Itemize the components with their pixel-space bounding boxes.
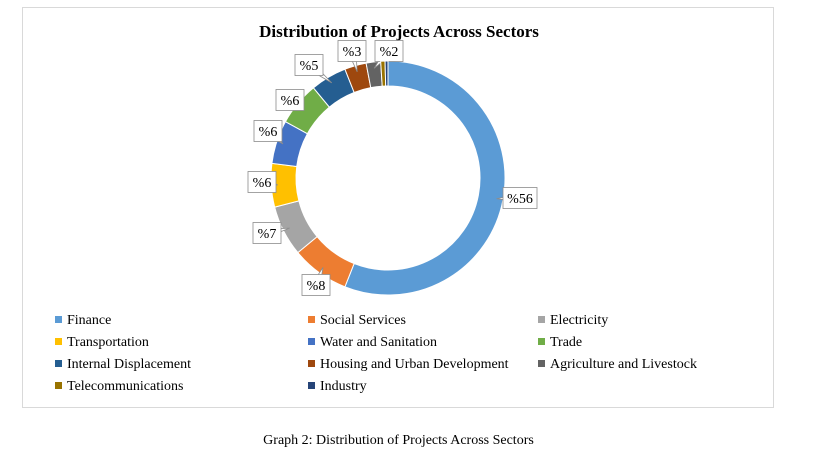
data-label-agriculture-and-livestock: %2: [380, 45, 399, 60]
legend-label: Housing and Urban Development: [320, 357, 509, 372]
legend-item-telecommunications: Telecommunications: [55, 378, 183, 396]
callout-fill-transportation: [248, 172, 276, 192]
data-label-social-services: %8: [307, 279, 326, 294]
legend-item-internal-displacement: Internal Displacement: [55, 356, 191, 374]
legend-swatch: [55, 360, 62, 367]
legend-swatch: [55, 338, 62, 345]
callout-fill-housing-and-urban-development: [338, 41, 366, 61]
callout-fill-electricity: [253, 223, 281, 243]
legend-item-social-services: Social Services: [308, 312, 406, 330]
data-label-water-and-sanitation: %6: [259, 125, 278, 140]
legend-label: Internal Displacement: [67, 357, 192, 372]
chart-area: Distribution of Projects Across Sectors …: [22, 7, 774, 408]
legend-swatch: [538, 316, 545, 323]
legend-label: Trade: [550, 335, 583, 350]
legend-label: Telecommunications: [67, 379, 184, 394]
legend-item-agriculture-and-livestock: Agriculture and Livestock: [538, 356, 697, 374]
legend-item-finance: Finance: [55, 312, 111, 330]
legend-swatch: [55, 316, 62, 323]
callout-fill-trade: [276, 90, 304, 110]
callout-fill-finance: [503, 188, 537, 208]
legend-item-industry: Industry: [308, 378, 367, 396]
legend-swatch: [308, 316, 315, 323]
legend-swatch: [308, 360, 315, 367]
data-label-transportation: %6: [253, 176, 272, 191]
legend-swatch: [308, 338, 315, 345]
donut-chart: %56 %8 %7 %6 %6 %6 %5 %3 %2: [247, 40, 538, 296]
legend-swatch: [55, 382, 62, 389]
legend-item-trade: Trade: [538, 334, 582, 352]
legend-label: Electricity: [550, 313, 609, 328]
legend-label: Social Services: [320, 313, 406, 328]
legend-label: Transportation: [67, 335, 149, 350]
legend-item-water-and-sanitation: Water and Sanitation: [308, 334, 437, 352]
legend-label: Water and Sanitation: [320, 335, 438, 350]
data-label-finance: %56: [507, 192, 533, 207]
legend-label: Industry: [320, 379, 367, 394]
legend-item-housing-and-urban-development: Housing and Urban Development: [308, 356, 509, 374]
data-label-electricity: %7: [258, 227, 277, 242]
slice-industry: [384, 60, 389, 87]
legend-swatch: [538, 338, 545, 345]
legend-swatch: [538, 360, 545, 367]
data-label-internal-displacement: %5: [300, 59, 319, 74]
chart-title: Distribution of Projects Across Sectors: [259, 22, 539, 41]
legend-swatch: [308, 382, 315, 389]
figure-caption: Graph 2: Distribution of Projects Across…: [263, 433, 534, 448]
legend-item-transportation: Transportation: [55, 334, 149, 352]
legend-label: Agriculture and Livestock: [550, 357, 697, 372]
slice-finance: [344, 60, 506, 296]
callout-fill-social-services: [302, 275, 330, 295]
callout-fill-agriculture-and-livestock: [375, 41, 403, 61]
callout-fill-internal-displacement: [295, 55, 323, 75]
legend-item-electricity: Electricity: [538, 312, 608, 330]
legend-label: Finance: [67, 313, 112, 328]
data-label-trade: %6: [281, 94, 300, 109]
data-label-housing-and-urban-development: %3: [343, 45, 362, 60]
callout-fill-water-and-sanitation: [254, 121, 282, 141]
